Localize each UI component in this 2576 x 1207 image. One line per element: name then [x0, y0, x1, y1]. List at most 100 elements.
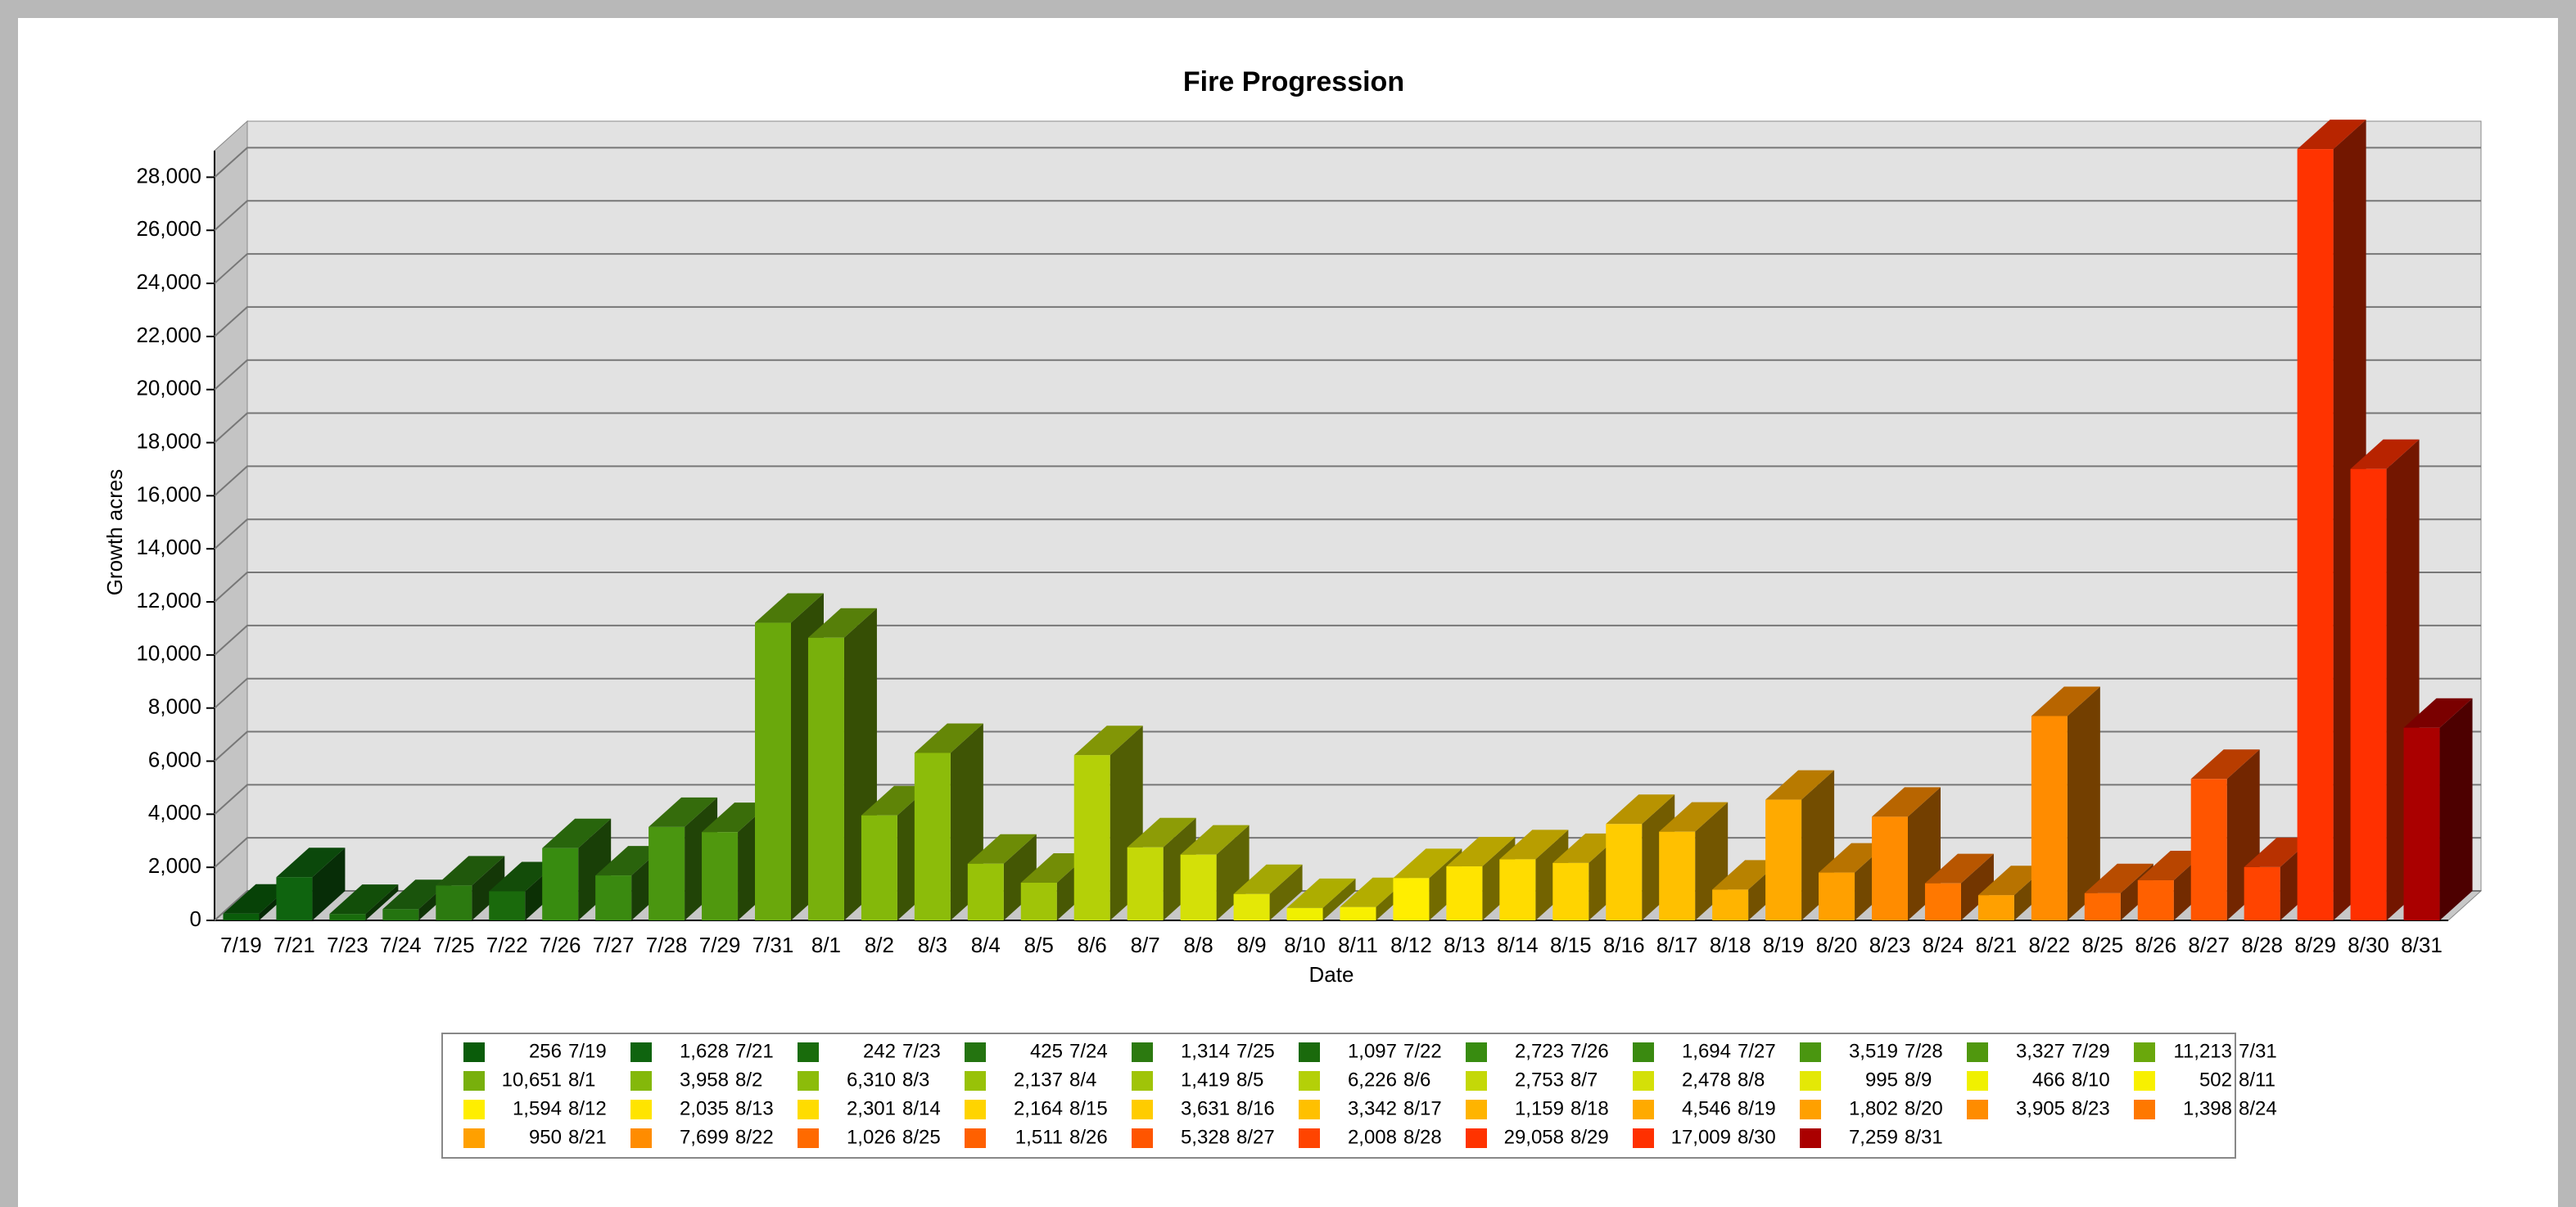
bar — [2085, 893, 2121, 920]
legend-swatch — [965, 1100, 986, 1119]
legend-value: 2,035 — [680, 1097, 729, 1119]
legend-swatch — [1967, 1071, 1988, 1091]
legend-value: 995 — [1865, 1069, 1898, 1091]
legend-swatch — [1633, 1100, 1654, 1119]
bar — [1978, 895, 2014, 920]
legend-value: 4,546 — [1682, 1097, 1731, 1119]
legend-swatch — [1132, 1071, 1153, 1091]
legend-label: 8/22 — [735, 1126, 774, 1148]
legend-swatch — [2134, 1042, 2155, 1062]
legend-value: 3,342 — [1348, 1097, 1397, 1119]
y-tick-label: 24,000 — [136, 269, 201, 294]
y-tick-label: 4,000 — [148, 800, 201, 825]
bar — [702, 832, 738, 920]
legend-value: 2,753 — [1515, 1069, 1564, 1091]
legend-swatch — [1466, 1128, 1487, 1148]
x-tick-label: 8/27 — [2188, 933, 2230, 957]
legend-label: 8/7 — [1570, 1069, 1598, 1091]
legend-swatch — [463, 1128, 485, 1148]
x-tick-label: 8/5 — [1024, 933, 1054, 957]
legend-label: 7/29 — [2072, 1040, 2110, 1062]
x-tick-label: 8/11 — [1338, 933, 1378, 957]
legend-label: 8/8 — [1738, 1069, 1765, 1091]
bar — [2404, 728, 2440, 920]
bar — [542, 848, 578, 920]
x-tick-label: 8/14 — [1497, 933, 1539, 957]
legend-value: 5,328 — [1181, 1126, 1230, 1148]
x-tick-label: 7/26 — [540, 933, 581, 957]
legend-label: 8/4 — [1069, 1069, 1096, 1091]
page: Fire Progression Growth acres Date 02,00… — [0, 0, 2576, 1207]
legend-swatch — [1299, 1128, 1320, 1148]
legend-swatch — [630, 1128, 652, 1148]
legend-value: 10,651 — [502, 1069, 562, 1091]
legend-label: 8/9 — [1905, 1069, 1932, 1091]
legend-value: 2,723 — [1515, 1040, 1564, 1062]
legend-value: 1,314 — [1181, 1040, 1230, 1062]
legend-value: 6,226 — [1348, 1069, 1397, 1091]
bar — [2298, 149, 2334, 920]
bar — [1234, 894, 1270, 920]
legend-value: 256 — [529, 1040, 562, 1062]
legend-value: 6,310 — [847, 1069, 896, 1091]
legend-value: 7,699 — [680, 1126, 729, 1148]
legend-swatch — [798, 1100, 819, 1119]
y-tick-label: 8,000 — [148, 694, 201, 719]
legend-label: 8/15 — [1069, 1097, 1108, 1119]
legend-label: 8/29 — [1570, 1126, 1609, 1148]
legend-value: 2,478 — [1682, 1069, 1731, 1091]
x-tick-label: 8/23 — [1869, 933, 1911, 957]
bar — [649, 827, 685, 920]
x-tick-label: 8/24 — [1923, 933, 1964, 957]
legend-swatch — [463, 1042, 485, 1062]
bar — [1606, 824, 1642, 920]
legend-label: 8/2 — [735, 1069, 762, 1091]
legend-swatch — [1466, 1071, 1487, 1091]
x-tick-label: 8/26 — [2135, 933, 2176, 957]
legend-swatch — [1800, 1042, 1821, 1062]
y-tick-label: 22,000 — [136, 323, 201, 347]
legend-label: 8/19 — [1738, 1097, 1776, 1119]
bar — [382, 909, 418, 920]
legend-label: 8/12 — [568, 1097, 607, 1119]
legend-label: 8/10 — [2072, 1069, 2110, 1091]
legend-label: 7/24 — [1069, 1040, 1108, 1062]
y-tick-label: 6,000 — [148, 747, 201, 771]
legend-label: 8/30 — [1738, 1126, 1776, 1148]
x-tick-label: 7/25 — [433, 933, 475, 957]
y-tick-label: 16,000 — [136, 481, 201, 506]
bar — [1659, 832, 1695, 920]
legend-swatch — [463, 1100, 485, 1119]
bar — [808, 638, 844, 920]
x-tick-label: 8/31 — [2401, 933, 2443, 957]
legend-swatch — [1132, 1100, 1153, 1119]
bar — [1287, 908, 1323, 920]
legend-swatch — [1633, 1042, 1654, 1062]
x-tick-label: 8/16 — [1603, 933, 1645, 957]
legend-swatch — [1967, 1042, 1988, 1062]
bar — [1552, 863, 1589, 920]
x-tick-label: 7/27 — [593, 933, 635, 957]
legend-label: 7/28 — [1905, 1040, 1943, 1062]
legend-swatch — [2134, 1071, 2155, 1091]
legend-label: 8/6 — [1403, 1069, 1430, 1091]
legend-label: 7/22 — [1403, 1040, 1442, 1062]
legend-value: 950 — [529, 1126, 562, 1148]
legend-label: 8/28 — [1403, 1126, 1442, 1148]
x-tick-label: 8/15 — [1550, 933, 1592, 957]
legend-value: 425 — [1030, 1040, 1063, 1062]
legend-value: 3,519 — [1849, 1040, 1898, 1062]
y-tick-label: 12,000 — [136, 588, 201, 613]
bar — [755, 623, 791, 920]
bar — [1712, 889, 1748, 920]
legend-swatch — [1299, 1100, 1320, 1119]
legend-label: 8/25 — [902, 1126, 941, 1148]
x-tick-label: 7/21 — [273, 933, 315, 957]
legend-label: 8/26 — [1069, 1126, 1108, 1148]
legend-swatch — [798, 1071, 819, 1091]
legend-value: 502 — [2199, 1069, 2232, 1091]
bar — [2031, 716, 2068, 920]
x-tick-label: 8/28 — [2241, 933, 2283, 957]
bar — [2191, 779, 2227, 920]
legend-label: 8/13 — [735, 1097, 774, 1119]
